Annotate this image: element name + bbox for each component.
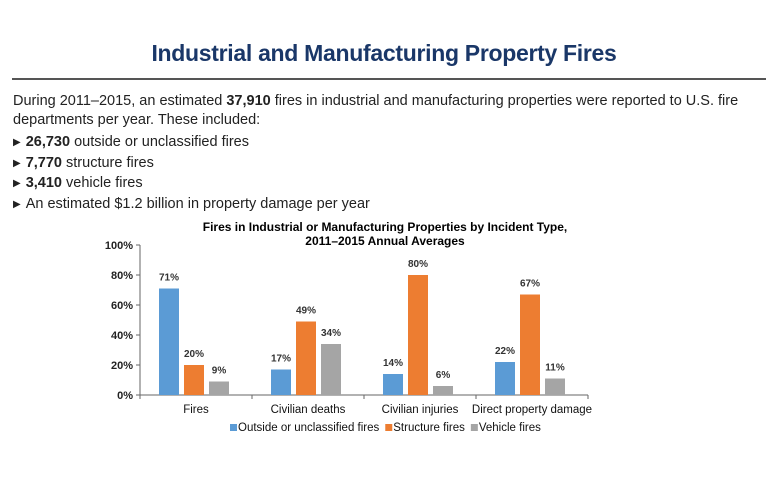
bar: [520, 294, 540, 395]
legend-label: Vehicle fires: [479, 422, 541, 434]
legend-label: Structure fires: [393, 422, 465, 434]
bullet-bold: 26,730: [25, 134, 71, 150]
data-label: 11%: [545, 363, 565, 374]
data-label: 20%: [184, 349, 204, 360]
bar: [545, 378, 565, 395]
data-label: 71%: [159, 273, 179, 284]
list-item: ▶ 3,410 vehicle fires: [13, 173, 370, 194]
data-label: 80%: [408, 259, 428, 270]
intro-suffix: fires in industrial and manufacturing pr…: [13, 93, 739, 128]
y-tick-label: 40%: [111, 330, 133, 342]
bullet-bold: 3,410: [25, 175, 62, 191]
intro-total: 37,910: [226, 93, 271, 109]
intro-prefix: During 2011–2015, an estimated: [13, 93, 227, 109]
data-label: 67%: [520, 279, 540, 290]
page-title: Industrial and Manufacturing Property Fi…: [151, 40, 617, 66]
bar: [495, 362, 515, 395]
y-tick-label: 0%: [117, 390, 133, 402]
data-label: 22%: [495, 346, 515, 357]
x-tick-label: Civilian deaths: [271, 404, 346, 416]
list-item: ▶ 26,730 outside or unclassified fires: [13, 132, 370, 153]
bar: [209, 381, 229, 395]
y-tick-label: 80%: [111, 270, 133, 282]
bullet-text: outside or unclassified fires: [70, 134, 249, 150]
data-label: 14%: [383, 358, 403, 369]
chart-title: Fires in Industrial or Manufacturing Pro…: [203, 220, 568, 234]
legend-swatch: [230, 424, 237, 431]
list-item: ▶ 7,770 structure fires: [13, 153, 370, 174]
data-label: 17%: [271, 354, 291, 365]
data-label: 9%: [212, 366, 227, 377]
triangle-right-icon: ▶: [13, 157, 21, 169]
data-label: 49%: [296, 306, 316, 317]
legend-swatch: [470, 424, 478, 431]
triangle-right-icon: ▶: [13, 178, 21, 189]
legend-label: Outside or unclassified fires: [238, 422, 380, 434]
triangle-right-icon: ▶: [13, 137, 21, 148]
bullet-list: ▶ 26,730 outside or unclassified fires ▶ 7…: [13, 132, 370, 214]
y-tick-label: 20%: [111, 360, 133, 372]
y-tick-label: 60%: [111, 300, 133, 312]
bullet-text: structure fires: [62, 154, 154, 171]
bullet-text: vehicle fires: [62, 175, 143, 191]
list-item: ▶ An estimated $1.2 billion in property d…: [13, 194, 370, 215]
data-label: 6%: [436, 370, 451, 381]
bar: [159, 288, 179, 395]
data-label: 34%: [321, 328, 341, 339]
bar: [321, 344, 341, 395]
bar: [271, 369, 291, 395]
chart-subtitle: 2011–2015 Annual Averages: [305, 234, 465, 248]
bullet-bold: 7,770: [25, 154, 62, 171]
triangle-right-icon: ▶: [13, 198, 21, 210]
legend-swatch: [385, 424, 393, 431]
bar: [296, 321, 316, 395]
bar: [433, 386, 453, 395]
intro-paragraph: During 2011–2015, an estimated 37,910 fi…: [13, 92, 753, 130]
x-tick-label: Fires: [183, 404, 209, 416]
x-tick-label: Civilian injuries: [382, 404, 459, 416]
bar: [184, 365, 204, 395]
x-tick-label: Direct property damage: [472, 404, 592, 416]
bullet-text: An estimated $1.2 billion in property da…: [25, 195, 370, 212]
title-divider: [12, 78, 766, 80]
y-tick-label: 100%: [105, 240, 133, 252]
bar: [408, 275, 428, 395]
bar: [383, 374, 403, 395]
